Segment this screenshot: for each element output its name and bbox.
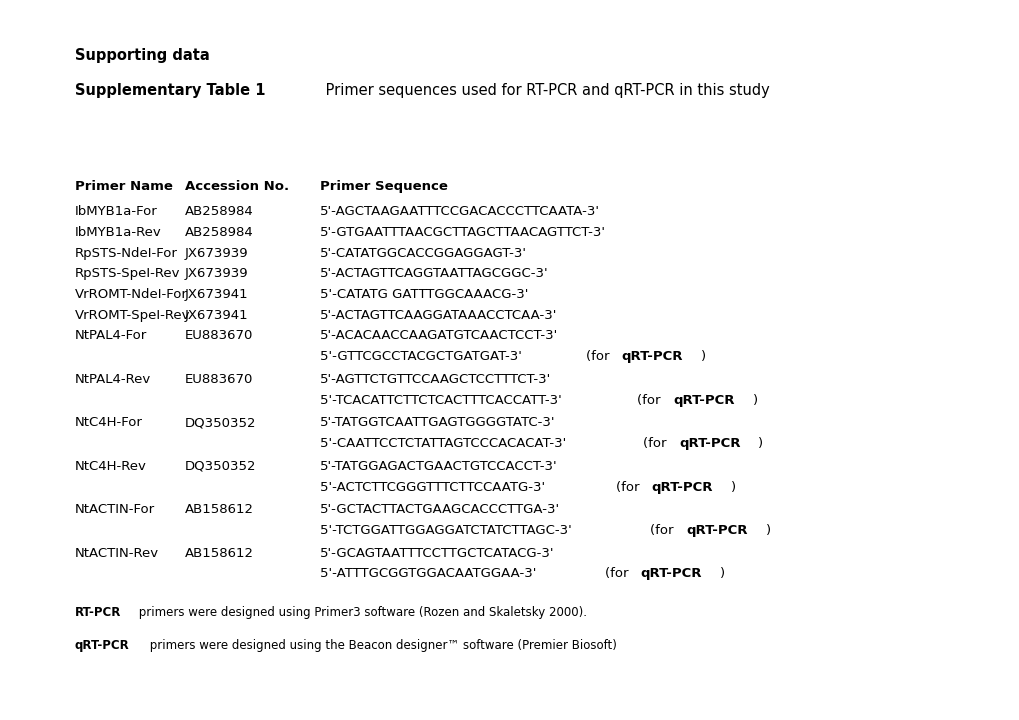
Text: primers were designed using Primer3 software (Rozen and Skaletsky 2000).: primers were designed using Primer3 soft…: [135, 606, 586, 619]
Text: IbMYB1a-For: IbMYB1a-For: [75, 205, 158, 218]
Text: 5'-ACTAGTTCAGGTAATTAGCGGC-3': 5'-ACTAGTTCAGGTAATTAGCGGC-3': [320, 267, 548, 280]
Text: qRT-PCR: qRT-PCR: [673, 394, 734, 407]
Text: 5'-GCTACTTACTGAAGCACCCTTGA-3': 5'-GCTACTTACTGAAGCACCCTTGA-3': [320, 503, 559, 516]
Text: qRT-PCR: qRT-PCR: [640, 567, 701, 580]
Text: primers were designed using the Beacon designer™ software (Premier Biosoft): primers were designed using the Beacon d…: [146, 639, 615, 652]
Text: AB158612: AB158612: [184, 503, 254, 516]
Text: JX673941: JX673941: [184, 309, 249, 322]
Text: NtC4H-For: NtC4H-For: [75, 416, 143, 429]
Text: NtACTIN-For: NtACTIN-For: [75, 503, 155, 516]
Text: ): ): [752, 394, 757, 407]
Text: 5'-ACTCTTCGGGTTTCTTCCAATG-3': 5'-ACTCTTCGGGTTTCTTCCAATG-3': [320, 480, 549, 493]
Text: JX673939: JX673939: [184, 246, 249, 260]
Text: JX673941: JX673941: [184, 288, 249, 301]
Text: 5'-TATGGAGACTGAACTGTCCACCT-3': 5'-TATGGAGACTGAACTGTCCACCT-3': [320, 460, 557, 473]
Text: qRT-PCR: qRT-PCR: [686, 524, 747, 537]
Text: RT-PCR: RT-PCR: [75, 606, 121, 619]
Text: Primer sequences used for RT-PCR and qRT-PCR in this study: Primer sequences used for RT-PCR and qRT…: [321, 83, 768, 98]
Text: EU883670: EU883670: [184, 329, 253, 343]
Text: 5'-CATATG GATTTGGCAAACG-3': 5'-CATATG GATTTGGCAAACG-3': [320, 288, 528, 301]
Text: (for: (for: [650, 524, 678, 537]
Text: NtPAL4-Rev: NtPAL4-Rev: [75, 373, 151, 386]
Text: JX673939: JX673939: [184, 267, 249, 280]
Text: ): ): [731, 480, 736, 493]
Text: Primer Name: Primer Name: [75, 180, 172, 193]
Text: DQ350352: DQ350352: [184, 416, 256, 429]
Text: 5'-GTTCGCCTACGCTGATGAT-3': 5'-GTTCGCCTACGCTGATGAT-3': [320, 350, 526, 363]
Text: 5'-CAATTCCTCTATTAGTCCCACACAT-3': 5'-CAATTCCTCTATTAGTCCCACACAT-3': [320, 437, 570, 450]
Text: Supplementary Table 1: Supplementary Table 1: [75, 83, 265, 98]
Text: 5'-GCAGTAATTTCCTTGCTCATACG-3': 5'-GCAGTAATTTCCTTGCTCATACG-3': [320, 546, 554, 559]
Text: 5'-TATGGTCAATTGAGTGGGGTATC-3': 5'-TATGGTCAATTGAGTGGGGTATC-3': [320, 416, 555, 429]
Text: Primer Sequence: Primer Sequence: [320, 180, 447, 193]
Text: AB158612: AB158612: [184, 546, 254, 559]
Text: qRT-PCR: qRT-PCR: [679, 437, 740, 450]
Text: RpSTS-SpeI-Rev: RpSTS-SpeI-Rev: [75, 267, 180, 280]
Text: qRT-PCR: qRT-PCR: [75, 639, 129, 652]
Text: NtPAL4-For: NtPAL4-For: [75, 329, 147, 343]
Text: EU883670: EU883670: [184, 373, 253, 386]
Text: Accession No.: Accession No.: [184, 180, 288, 193]
Text: 5'-TCTGGATTGGAGGATCTATCTTAGC-3': 5'-TCTGGATTGGAGGATCTATCTTAGC-3': [320, 524, 576, 537]
Text: 5'-CATATGGCACCGGAGGAGT-3': 5'-CATATGGCACCGGAGGAGT-3': [320, 246, 527, 260]
Text: (for: (for: [585, 350, 613, 363]
Text: qRT-PCR: qRT-PCR: [651, 480, 712, 493]
Text: 5'-TCACATTCTTCTCACTTTCACCATT-3': 5'-TCACATTCTTCTCACTTTCACCATT-3': [320, 394, 566, 407]
Text: VrROMT-SpeI-Rev: VrROMT-SpeI-Rev: [75, 309, 191, 322]
Text: (for: (for: [604, 567, 632, 580]
Text: (for: (for: [643, 437, 671, 450]
Text: 5'-ACTAGTTCAAGGATAAACCTCAA-3': 5'-ACTAGTTCAAGGATAAACCTCAA-3': [320, 309, 556, 322]
Text: 5'-GTGAATTTAACGCTTAGCTTAACAGTTCT-3': 5'-GTGAATTTAACGCTTAGCTTAACAGTTCT-3': [320, 226, 605, 239]
Text: AB258984: AB258984: [184, 226, 254, 239]
Text: AB258984: AB258984: [184, 205, 254, 218]
Text: 5'-AGTTCTGTTCCAAGCTCCTTTCT-3': 5'-AGTTCTGTTCCAAGCTCCTTTCT-3': [320, 373, 550, 386]
Text: IbMYB1a-Rev: IbMYB1a-Rev: [75, 226, 162, 239]
Text: Supporting data: Supporting data: [75, 48, 210, 63]
Text: 5'-AGCTAAGAATTTCCGACACCCTTCAATA-3': 5'-AGCTAAGAATTTCCGACACCCTTCAATA-3': [320, 205, 599, 218]
Text: 5'-ATTTGCGGTGGACAATGGAA-3': 5'-ATTTGCGGTGGACAATGGAA-3': [320, 567, 540, 580]
Text: RpSTS-NdeI-For: RpSTS-NdeI-For: [75, 246, 177, 260]
Text: NtC4H-Rev: NtC4H-Rev: [75, 460, 147, 473]
Text: (for: (for: [615, 480, 643, 493]
Text: NtACTIN-Rev: NtACTIN-Rev: [75, 546, 159, 559]
Text: qRT-PCR: qRT-PCR: [622, 350, 683, 363]
Text: ): ): [764, 524, 769, 537]
Text: VrROMT-NdeI-For: VrROMT-NdeI-For: [75, 288, 187, 301]
Text: (for: (for: [637, 394, 664, 407]
Text: DQ350352: DQ350352: [184, 460, 256, 473]
Text: ): ): [700, 350, 705, 363]
Text: ): ): [758, 437, 763, 450]
Text: ): ): [719, 567, 725, 580]
Text: 5'-ACACAACCAAGATGTCAACTCCT-3': 5'-ACACAACCAAGATGTCAACTCCT-3': [320, 329, 557, 343]
